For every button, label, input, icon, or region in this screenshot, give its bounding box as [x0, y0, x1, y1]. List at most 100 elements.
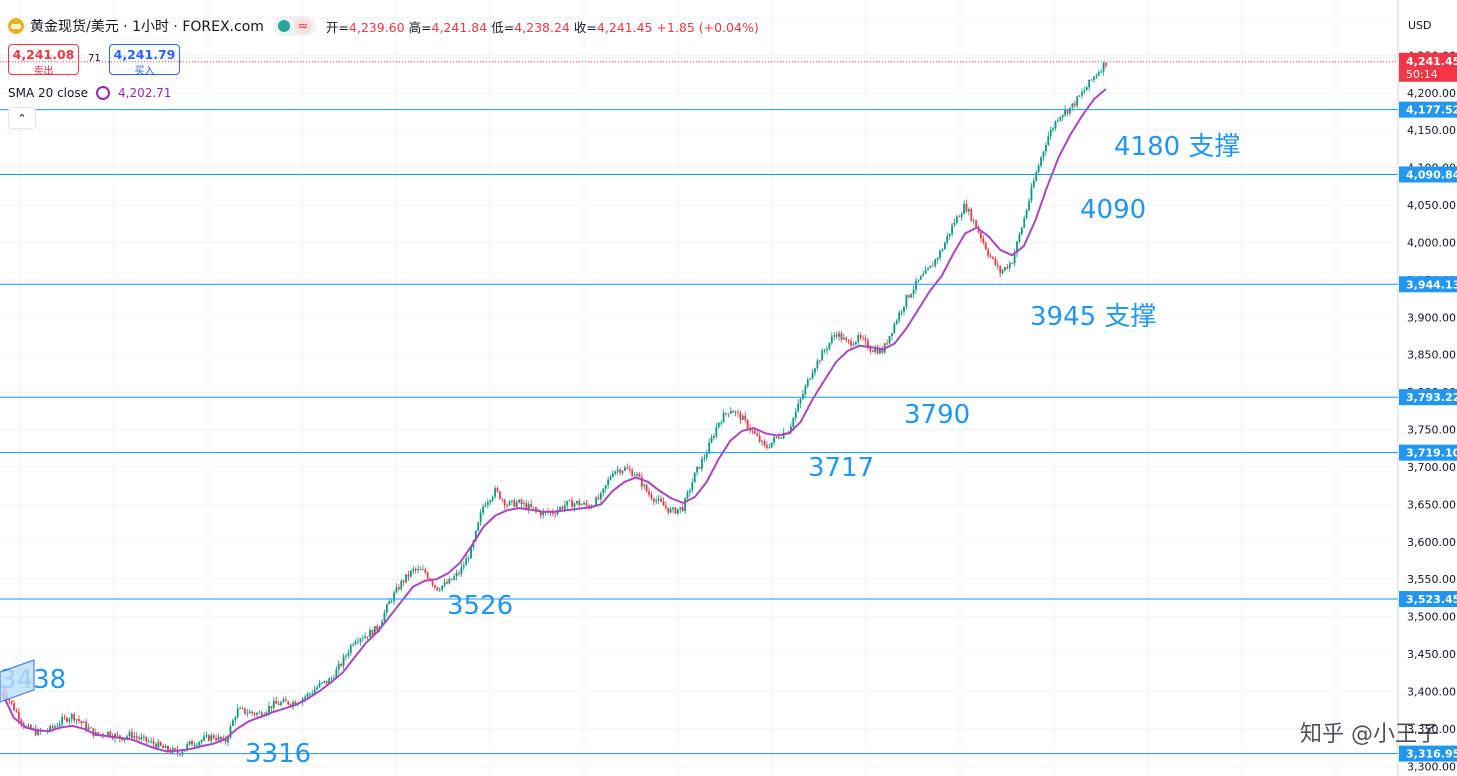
candle-body — [1088, 79, 1091, 88]
candle-body — [511, 500, 513, 502]
candle-body — [191, 741, 193, 746]
candle-body — [597, 497, 600, 500]
candle-body — [227, 737, 229, 743]
candle-body — [701, 459, 703, 469]
price-tick-label: 4,050.00 — [1407, 199, 1456, 212]
ohlc-high-label: 高= — [408, 19, 432, 35]
candle-body — [888, 336, 891, 344]
candle-body — [409, 570, 412, 577]
candle-body — [953, 222, 956, 226]
candle-body — [907, 295, 910, 298]
candle-body — [357, 641, 359, 643]
candle-body — [1105, 62, 1107, 66]
currency-label: USD — [1408, 19, 1432, 32]
buy-button[interactable]: 4,241.79 买入 — [109, 44, 180, 77]
candle-body — [1032, 180, 1035, 188]
candle-body — [75, 719, 78, 721]
hline-price-tag — [1399, 276, 1457, 293]
annotation-label: 3790 — [904, 400, 970, 430]
candle-body — [708, 442, 711, 454]
candle-body — [121, 738, 124, 741]
candle-body — [1016, 241, 1018, 253]
candle-body — [73, 713, 76, 721]
candle-body — [474, 530, 477, 541]
candle-body — [335, 669, 338, 679]
candle-body — [27, 725, 30, 727]
sma-legend[interactable]: SMA 20 close 4,202.71 — [8, 86, 171, 100]
candle-body — [854, 341, 857, 345]
collapse-legend-button[interactable]: ⌃ — [8, 107, 36, 129]
candle-body — [448, 578, 451, 584]
candle-body — [320, 682, 323, 684]
candle-body — [845, 337, 848, 340]
candle-body — [799, 398, 802, 404]
candle-body — [51, 726, 54, 728]
candle-body — [222, 737, 225, 740]
candle-body — [559, 507, 561, 511]
candle-body — [934, 259, 937, 266]
candle-body — [260, 712, 263, 717]
candle-body — [600, 493, 602, 500]
market-status-pill[interactable]: ≈ — [273, 16, 316, 36]
annotation-label: 3526 — [447, 591, 513, 621]
price-tick-label: 3,750.00 — [1407, 424, 1456, 437]
candle-body — [823, 350, 826, 352]
candle-body — [530, 504, 533, 508]
candle-body — [349, 645, 352, 653]
candle-body — [715, 426, 718, 437]
candle-body — [631, 470, 634, 476]
candle-body — [282, 699, 285, 703]
sma-refresh-icon[interactable] — [96, 86, 110, 100]
candle-body — [63, 717, 66, 718]
candle-body — [741, 415, 744, 421]
annotation-label: 4090 — [1080, 195, 1146, 225]
candle-body — [405, 574, 407, 583]
candle-body — [337, 663, 340, 670]
candle-body — [941, 249, 944, 251]
candle-body — [929, 265, 932, 269]
candle-body — [68, 719, 71, 722]
candle-body — [491, 496, 494, 501]
candle-body — [361, 638, 364, 640]
candle-body — [467, 558, 470, 560]
candle-body — [8, 699, 11, 701]
candle-body — [980, 232, 982, 239]
candle-body — [1097, 72, 1100, 76]
candle-body — [1035, 172, 1038, 181]
ohlc-low-label: 低= — [491, 19, 515, 35]
candle-body — [960, 213, 963, 218]
hline-price-tag — [1399, 166, 1457, 183]
candle-body — [1052, 128, 1054, 130]
candle-body — [777, 436, 780, 439]
ohlc-low-value: 4,238.24 — [514, 19, 570, 35]
candle-body — [725, 413, 727, 414]
candle-body — [660, 498, 662, 502]
candle-body — [830, 336, 833, 343]
candle-body — [1025, 210, 1028, 219]
candle-body — [876, 348, 879, 354]
candle-body — [580, 504, 583, 506]
candle-body — [931, 265, 934, 267]
candle-body — [1054, 121, 1057, 129]
candle-body — [842, 337, 845, 340]
candle-body — [643, 484, 646, 487]
sell-button[interactable]: 4,241.08 卖出 — [8, 44, 79, 77]
candle-body — [1069, 107, 1071, 114]
candle-body — [306, 693, 309, 697]
candle-body — [400, 580, 403, 590]
candle-body — [583, 502, 585, 505]
candle-body — [773, 437, 775, 443]
candle-body — [229, 725, 232, 738]
price-tick-label: 3,600.00 — [1407, 536, 1456, 549]
symbol-title[interactable]: 黄金现货/美元 · 1小时 · FOREX.com — [30, 19, 264, 35]
candle-body — [905, 295, 908, 307]
candle-body — [955, 216, 958, 223]
candle-body — [66, 717, 68, 722]
price-tick-label: 3,450.00 — [1407, 648, 1456, 661]
candle-body — [768, 447, 771, 449]
candle-body — [681, 507, 684, 511]
candle-body — [806, 379, 809, 387]
candle-body — [268, 706, 270, 713]
candle-body — [575, 501, 578, 504]
